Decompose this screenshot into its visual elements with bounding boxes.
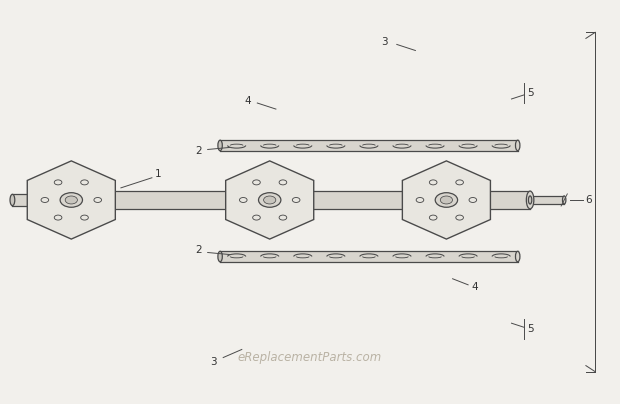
Polygon shape	[50, 191, 530, 209]
Text: 1: 1	[155, 169, 161, 179]
Text: eReplacementParts.com: eReplacementParts.com	[238, 351, 382, 364]
Circle shape	[259, 193, 281, 207]
Ellipse shape	[528, 196, 532, 204]
Ellipse shape	[218, 251, 223, 262]
Polygon shape	[530, 196, 564, 204]
Ellipse shape	[515, 140, 520, 151]
Text: 3: 3	[381, 38, 388, 47]
Text: 5: 5	[527, 88, 533, 98]
Circle shape	[65, 196, 78, 204]
Text: 4: 4	[471, 282, 477, 292]
Polygon shape	[402, 161, 490, 239]
Circle shape	[440, 196, 453, 204]
Polygon shape	[220, 251, 518, 262]
Ellipse shape	[218, 140, 223, 151]
Text: 3: 3	[211, 357, 217, 366]
Ellipse shape	[47, 194, 52, 206]
Text: 5: 5	[527, 324, 533, 334]
Text: 2: 2	[195, 246, 202, 255]
Polygon shape	[27, 161, 115, 239]
Ellipse shape	[515, 251, 520, 262]
Ellipse shape	[10, 194, 15, 206]
Circle shape	[264, 196, 276, 204]
Text: 4: 4	[245, 96, 251, 106]
Ellipse shape	[526, 191, 534, 209]
Circle shape	[60, 193, 82, 207]
Text: 2: 2	[195, 147, 202, 156]
Polygon shape	[226, 161, 314, 239]
Polygon shape	[220, 140, 518, 151]
Ellipse shape	[562, 196, 566, 204]
Polygon shape	[12, 194, 50, 206]
Text: 6: 6	[586, 195, 592, 205]
Ellipse shape	[46, 191, 53, 209]
Circle shape	[435, 193, 458, 207]
